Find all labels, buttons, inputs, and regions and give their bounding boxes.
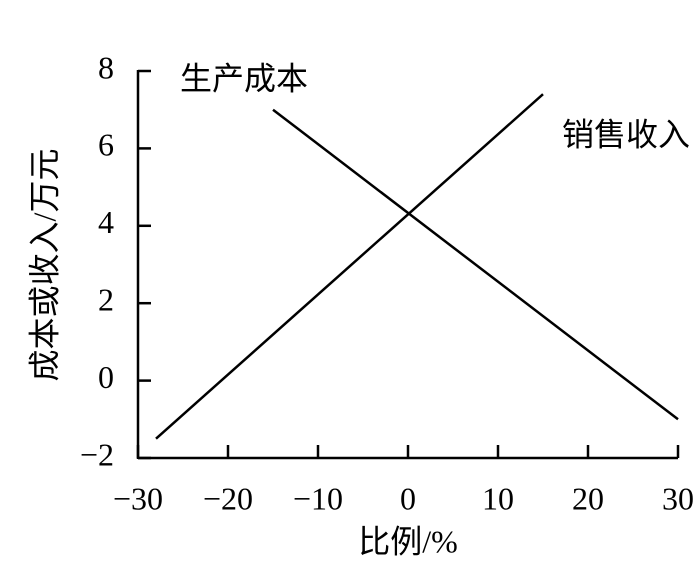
series-label: 生产成本 [180,60,308,96]
series-label: 销售收入 [562,116,690,152]
line [272,108,679,421]
y-tick-label: 2 [98,282,114,318]
x-tick-label: −10 [293,480,343,516]
x-tick-label: 20 [572,480,604,516]
line [155,93,544,440]
x-axis-label: 比例/% [358,523,458,559]
y-tick-label: 8 [98,49,114,85]
x-tick-label: 10 [482,480,514,516]
y-tick-label: −2 [80,436,114,472]
y-tick-label: 6 [98,127,114,163]
x-tick-label: 30 [662,480,694,516]
y-tick-label: 4 [98,204,114,240]
x-tick-label: −30 [113,480,163,516]
x-tick-label: 0 [400,480,416,516]
y-axis-label: 成本或收入/万元 [26,149,62,382]
y-tick-label: 0 [98,359,114,395]
x-tick-label: −20 [203,480,253,516]
